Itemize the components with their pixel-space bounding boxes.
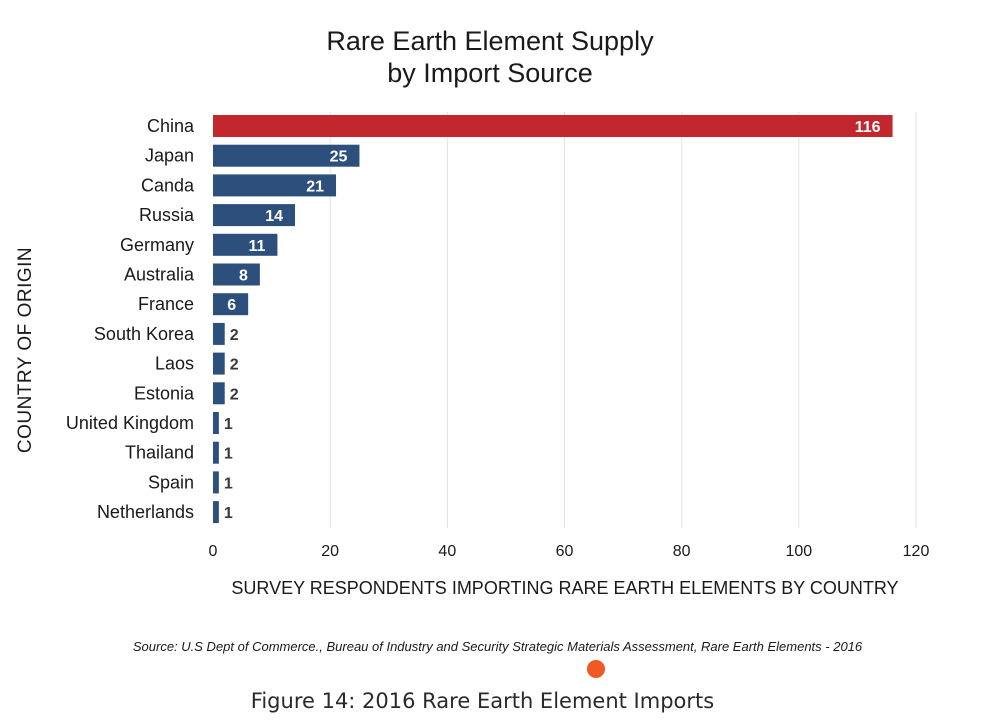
y-tick-label: Spain <box>148 472 194 492</box>
data-label: 1 <box>224 505 233 522</box>
bar <box>213 174 337 197</box>
x-tick-label: 0 <box>209 543 218 560</box>
y-tick-label: Canda <box>141 175 195 195</box>
y-tick-label: Netherlands <box>97 502 194 522</box>
x-tick-label: 60 <box>556 543 574 560</box>
bar <box>213 144 360 167</box>
bar <box>213 471 219 494</box>
x-tick-label: 20 <box>321 543 339 560</box>
data-label: 1 <box>224 475 233 492</box>
y-tick-label: South Korea <box>94 324 195 344</box>
x-tick-label: 40 <box>438 543 456 560</box>
bar <box>213 263 260 286</box>
x-tick-label: 80 <box>673 543 691 560</box>
y-tick-label: Estonia <box>134 383 195 403</box>
x-axis-label: SURVEY RESPONDENTS IMPORTING RARE EARTH … <box>231 578 899 598</box>
data-label: 2 <box>230 386 239 403</box>
figure-caption: Figure 14: 2016 Rare Earth Element Impor… <box>250 689 715 713</box>
data-label: 6 <box>227 297 236 314</box>
data-label: 8 <box>239 268 248 285</box>
data-label: 11 <box>249 238 266 255</box>
y-tick-label: France <box>138 294 194 314</box>
data-label: 1 <box>224 446 233 463</box>
data-label: 2 <box>230 327 239 344</box>
y-tick-label: China <box>147 116 195 136</box>
source-note: Source: U.S Dept of Commerce., Bureau of… <box>132 639 863 654</box>
y-tick-label: Germany <box>120 235 194 255</box>
bar <box>213 352 225 375</box>
data-label: 14 <box>265 208 283 225</box>
chart-title-line-1: Rare Earth Element Supply <box>326 26 654 56</box>
bar <box>213 233 278 256</box>
bar <box>213 501 219 524</box>
x-tick-label: 100 <box>785 543 812 560</box>
y-tick-label: United Kingdom <box>66 413 194 433</box>
y-tick-label: Australia <box>124 265 195 285</box>
bar <box>213 204 296 227</box>
x-tick-label: 120 <box>903 543 930 560</box>
bar <box>213 322 225 345</box>
chart: Rare Earth Element Supply by Import Sour… <box>15 26 930 598</box>
accent-dot <box>587 660 605 678</box>
data-label: 21 <box>306 178 324 195</box>
y-tick-label: Japan <box>145 146 194 166</box>
bar <box>213 441 219 464</box>
y-tick-label: Russia <box>139 205 195 225</box>
data-label: 2 <box>230 357 239 374</box>
bar <box>213 293 249 316</box>
bar <box>213 115 893 137</box>
bar <box>213 412 219 434</box>
data-label: 116 <box>855 119 881 136</box>
y-tick-label: Thailand <box>125 443 194 463</box>
chart-title-line-2: by Import Source <box>387 58 593 88</box>
bar <box>213 382 225 405</box>
data-label: 1 <box>224 416 233 433</box>
y-tick-label: Laos <box>155 354 194 374</box>
data-label: 25 <box>330 149 348 166</box>
